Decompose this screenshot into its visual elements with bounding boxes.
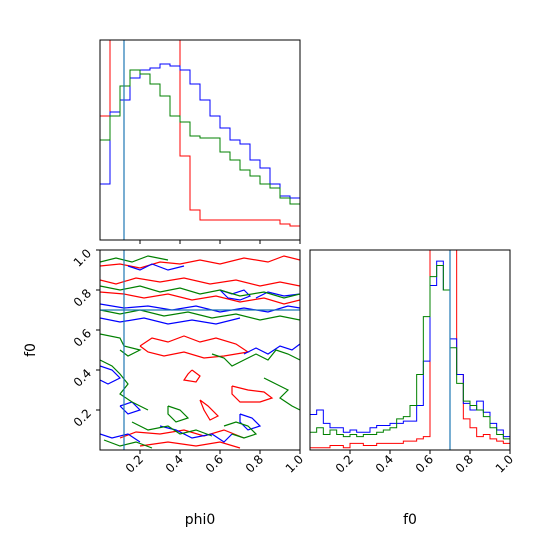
contour-xtick-label-1: 0.4 bbox=[163, 452, 186, 475]
phi0-hist-series-2 bbox=[100, 69, 300, 240]
f0-frame bbox=[309, 249, 511, 451]
contour-0-path-4 bbox=[182, 369, 201, 383]
contour-1-path-0 bbox=[100, 303, 300, 313]
f0-hist-xtick-label-4: 1.0 bbox=[493, 452, 516, 475]
phi0-histogram-panel bbox=[99, 39, 301, 244]
contour-xtick-label-4: 1.0 bbox=[283, 452, 306, 475]
contour-xtick-label-0: 0.2 bbox=[123, 452, 146, 475]
contour-2-path-10 bbox=[223, 421, 258, 439]
phi0-f0-contour-panel: 0.2 0.4 0.6 0.8 1.0 0.2 0.4 0.6 0.8 1.0 bbox=[71, 246, 306, 475]
f0-hist-series-1 bbox=[310, 260, 510, 450]
contour-1-path-6 bbox=[243, 343, 300, 355]
y-axis-label-f0: f0 bbox=[23, 343, 39, 357]
contour-0-path-7 bbox=[119, 429, 245, 439]
contour-2-path-6 bbox=[263, 377, 300, 411]
contour-2-path-9 bbox=[167, 405, 190, 423]
phi0-hist-series-0 bbox=[100, 40, 300, 240]
contour-1-path-10 bbox=[239, 413, 262, 431]
contour-2-path-3 bbox=[100, 333, 142, 357]
contour-2-path-8 bbox=[103, 439, 153, 449]
contour-ytick-label-1: 0.4 bbox=[71, 366, 94, 389]
contour-2-path-0 bbox=[100, 285, 300, 299]
f0-hist-xtick-label-3: 0.8 bbox=[453, 452, 476, 475]
contour-2-path-1 bbox=[100, 309, 300, 321]
contour-1-path-7 bbox=[119, 401, 142, 415]
f0-hist-series-0 bbox=[310, 250, 510, 450]
contour-0-path-0 bbox=[100, 277, 300, 287]
contour-2-path-7 bbox=[131, 421, 213, 437]
contour-0-path-6 bbox=[231, 385, 274, 403]
contour-1-path-1 bbox=[100, 317, 241, 325]
f0-hist-xtick-label-1: 0.4 bbox=[373, 452, 396, 475]
f0-hist-xtick-label-0: 0.2 bbox=[333, 452, 356, 475]
contour-0-path-3 bbox=[139, 335, 250, 359]
contour-1-path-2 bbox=[127, 263, 185, 271]
f0-hist-xtick-label-2: 0.6 bbox=[413, 452, 436, 475]
contour-0-path-2 bbox=[100, 255, 300, 269]
contour-ytick-label-0: 0.2 bbox=[71, 406, 94, 429]
contour-xtick-label-3: 0.8 bbox=[243, 452, 266, 475]
f0-hist-series-2 bbox=[310, 265, 510, 450]
x-axis-label-phi0: phi0 bbox=[185, 512, 216, 528]
phi0-frame bbox=[99, 39, 301, 241]
x-axis-label-f0: f0 bbox=[403, 512, 417, 528]
contour-ytick-label-3: 0.8 bbox=[71, 286, 94, 309]
contour-frame bbox=[99, 249, 301, 451]
f0-histogram-panel: 0.2 0.4 0.6 0.8 1.0 bbox=[309, 249, 516, 476]
contour-1-path-5 bbox=[100, 365, 122, 385]
contour-2-path-2 bbox=[100, 255, 169, 263]
contour-1-path-9 bbox=[100, 433, 141, 443]
contour-0-path-5 bbox=[199, 399, 220, 421]
contour-2-path-4 bbox=[211, 349, 300, 367]
contour-ytick-label-4: 1.0 bbox=[71, 246, 94, 269]
contour-xtick-label-2: 0.6 bbox=[203, 452, 226, 475]
contour-ytick-label-2: 0.6 bbox=[71, 326, 94, 349]
contour-0-path-8 bbox=[139, 441, 241, 449]
contour-1-path-4 bbox=[255, 291, 300, 299]
contour-2-path-5 bbox=[100, 359, 149, 411]
contour-0-path-1 bbox=[100, 291, 300, 305]
axis-labels: phi0 f0 f0 bbox=[23, 343, 417, 528]
